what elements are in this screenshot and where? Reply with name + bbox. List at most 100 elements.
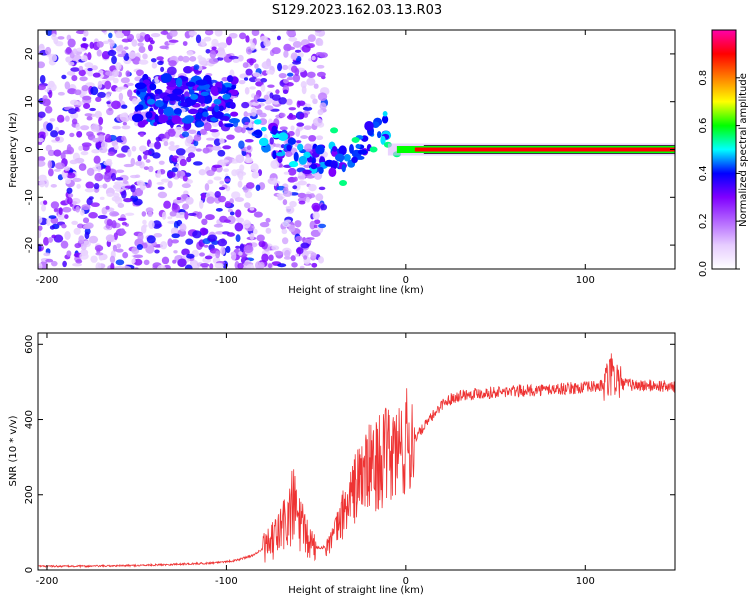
heat-cell: [254, 78, 262, 82]
heat-cell: [68, 61, 75, 66]
heat-cell: [137, 155, 142, 162]
heat-cell: [151, 62, 158, 69]
heat-cell: [192, 161, 203, 166]
heat-cell: [47, 237, 54, 243]
heat-cell: [235, 209, 242, 218]
heat-cell: [174, 126, 184, 133]
heat-cell: [173, 250, 178, 254]
heat-cell: [120, 77, 130, 84]
heat-cell: [121, 50, 127, 55]
heat-cell: [48, 53, 58, 62]
heat-cell: [285, 98, 293, 106]
heat-cell: [290, 125, 295, 131]
heat-cell: [55, 136, 61, 142]
heat-cell: [64, 231, 71, 240]
heat-cell: [67, 88, 77, 95]
heat-cell: [251, 171, 260, 179]
heat-cell: [96, 132, 106, 137]
heat-cell: [168, 39, 179, 43]
heat-cell: [139, 132, 145, 138]
heat-cell: [62, 260, 67, 268]
heat-cell: [265, 227, 272, 234]
colorbar-tick-label: 0.2: [698, 213, 709, 229]
heat-cell: [238, 251, 243, 256]
heat-cell: [182, 55, 190, 63]
heat-cell: [142, 219, 147, 225]
heat-cell: [82, 144, 90, 151]
snr-x-label: Height of straight line (km): [288, 585, 424, 596]
heat-cell: [44, 105, 53, 114]
heat-cell: [206, 196, 215, 204]
heat-cell: [48, 215, 57, 219]
heat-cell: [94, 172, 104, 182]
snr-y-ticks: 0 200 400 600: [24, 335, 675, 573]
heat-cell: [53, 208, 59, 213]
heat-peak: [222, 93, 231, 100]
heat-cell: [148, 44, 153, 52]
heat-cell: [244, 138, 254, 143]
heat-cell: [234, 197, 245, 202]
heat-cell: [297, 100, 306, 106]
heat-cell: [315, 144, 325, 155]
heat-cell: [308, 134, 317, 142]
colorbar-tick-label: 0.0: [698, 261, 709, 277]
y-tick-label: 200: [24, 485, 35, 504]
heat-cell: [163, 200, 172, 209]
heat-cell: [83, 224, 92, 230]
heat-cell: [295, 55, 302, 63]
heat-cell: [137, 232, 144, 242]
y-tick-label: 600: [24, 335, 35, 354]
heat-cell: [104, 133, 112, 143]
heat-cell: [252, 72, 261, 77]
heat-cell: [161, 256, 170, 265]
heat-cell: [100, 140, 108, 150]
heat-cell: [182, 79, 187, 89]
heat-cell: [216, 51, 227, 58]
heat-cell: [253, 130, 263, 136]
heat-cell: [294, 49, 302, 53]
snr-plot-area: [38, 333, 675, 570]
heat-cell: [182, 175, 188, 182]
heat-cell: [226, 75, 234, 83]
heat-cell: [53, 149, 62, 157]
heat-cell: [88, 211, 98, 219]
heat-cell: [195, 112, 203, 120]
heat-cell: [38, 137, 44, 143]
heat-cell: [133, 254, 144, 259]
heat-cell: [65, 178, 71, 185]
heat-cell: [78, 65, 84, 71]
colorbar-ticks: 0.0 0.2 0.4 0.6 0.8: [698, 70, 740, 277]
heat-cell: [106, 91, 113, 96]
heat-cell: [179, 158, 187, 167]
heat-cell: [243, 219, 251, 229]
heat-cell: [285, 151, 293, 157]
heat-cell: [258, 137, 269, 147]
heat-cell: [96, 49, 102, 57]
heat-cell: [141, 211, 147, 217]
heat-cell: [78, 235, 85, 244]
heat-cell: [43, 200, 48, 205]
heat-cell: [159, 45, 169, 50]
heat-cell: [231, 84, 237, 90]
heat-cell: [261, 253, 269, 263]
heat-cell: [242, 62, 249, 69]
heat-cell: [137, 42, 144, 47]
heat-cell: [111, 212, 120, 216]
heat-cell: [382, 111, 388, 117]
heat-cell: [185, 147, 196, 154]
heat-cell: [143, 166, 149, 171]
heat-cell: [189, 56, 197, 62]
heat-cell: [195, 79, 208, 86]
heat-cell: [58, 129, 65, 136]
heat-cell: [320, 203, 328, 211]
heat-cell: [307, 34, 316, 43]
heat-cell: [131, 98, 138, 105]
heat-cell: [180, 93, 185, 104]
heat-cell: [115, 32, 125, 38]
heat-cell: [131, 258, 136, 264]
heat-cell: [245, 127, 254, 131]
heat-cell: [80, 243, 87, 251]
heat-cell: [83, 103, 91, 110]
heat-cell: [286, 76, 294, 81]
heat-cell: [79, 165, 85, 170]
